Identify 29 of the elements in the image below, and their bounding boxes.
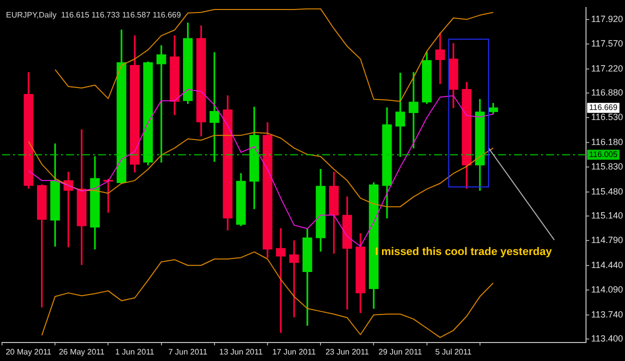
x-tick-label: 13 Jun 2011 [219,347,264,356]
y-tick-label: 116.880 [591,87,624,98]
y-tick-label: 115.830 [591,162,624,172]
annotation: I missed this cool trade yesterday [375,246,553,258]
x-tick-label: 7 Jun 2011 [168,347,208,356]
y-tick-label: 114.440 [591,260,624,270]
y-tick-label: 115.140 [591,210,624,220]
x-tick-label: 1 Jun 2011 [115,347,155,356]
y-tick-label: 113.740 [591,309,624,320]
y-tick-label: 115.480 [591,186,624,196]
y-tick-label: 116.530 [591,112,624,122]
y-tick-label: 113.400 [591,333,624,344]
y-tick-label: 114.090 [591,284,624,295]
candlestick [289,240,299,318]
candlestick [408,72,418,148]
chart-title: EURJPY,Daily 116.615 116.733 116.587 116.669 [6,10,182,20]
x-tick-label: 29 Jun 2011 [378,347,423,356]
x-tick-label: 5 Jul 2011 [435,347,472,356]
x-tick-label: 26 May 2011 [58,347,106,356]
text: 116.669 [589,103,618,112]
y-tick-label: 117.570 [591,38,624,49]
y-tick-label: 117.920 [591,14,624,24]
ref-line-label: 116.005 [589,150,618,159]
x-tick-label: 17 Jun 2011 [272,347,316,356]
x-tick-label: 20 May 2011 [6,347,52,356]
x-tick-label: 23 Jun 2011 [325,347,370,356]
y-tick-label: 117.220 [591,63,624,74]
y-tick-label: 114.790 [591,235,624,246]
y-tick-label: 116.180 [591,136,624,147]
